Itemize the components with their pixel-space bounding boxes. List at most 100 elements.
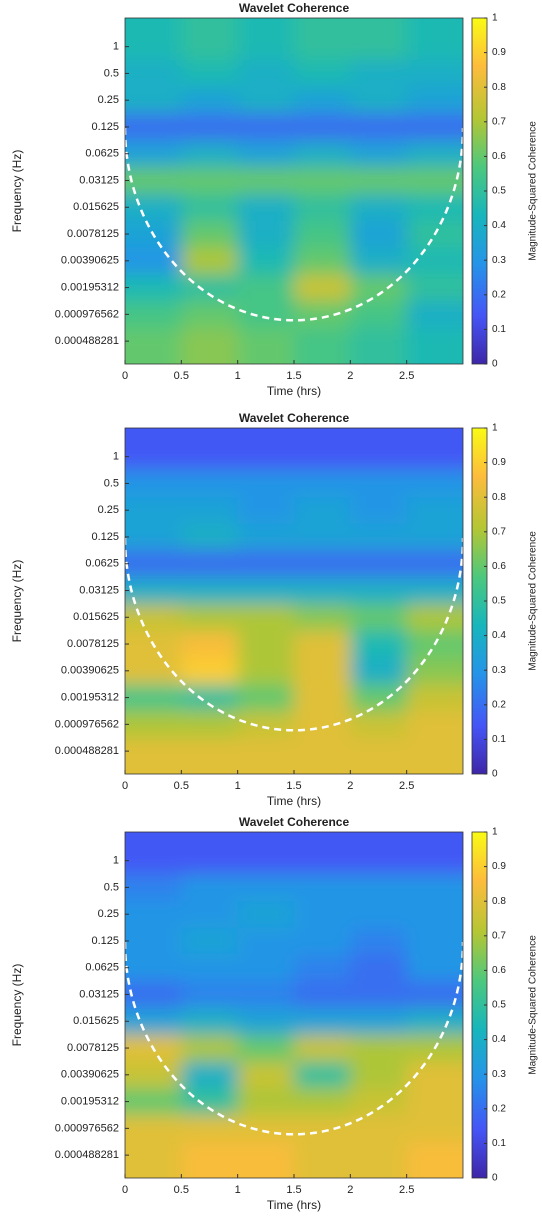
colorbar-tick-label: 0.6 [492,561,506,572]
heatmap-cell [125,603,183,632]
heatmap-cell [406,274,463,302]
y-tick-label: 0.00195312 [61,691,119,703]
x-tick-label: 1 [235,1184,241,1196]
heatmap-cell [237,140,295,169]
heatmap-cell [125,874,183,902]
heatmap-cell [125,900,183,929]
heatmap-cell [350,874,408,902]
heatmap-cell [237,737,295,774]
heatmap-cell [294,550,352,579]
heatmap-cell [294,874,352,902]
y-tick-label: 1 [113,41,119,53]
heatmap-cells [125,18,463,364]
heatmap-cell [237,428,295,472]
heatmap-cell [350,428,408,472]
heatmap-cell [125,428,183,472]
colorbar-tick-label: 0.2 [492,1103,506,1114]
y-tick-label: 0.25 [98,504,119,516]
heatmap-cell [294,1061,352,1090]
x-axis-label: Time (hrs) [267,384,321,398]
colorbar-tick-label: 0 [492,359,498,370]
heatmap-cell [237,1114,295,1143]
heatmap-cell [237,60,295,88]
heatmap-cell [237,657,295,686]
heatmap-cell [125,300,183,329]
heatmap-cell [237,832,295,876]
heatmap-cell [181,60,239,88]
heatmap-cell [181,737,239,774]
heatmap-cell [181,140,239,169]
heatmap-cell [237,710,295,739]
y-tick-label: 0.00390625 [61,255,119,267]
heatmap-cell [237,220,295,249]
heatmap-cell [237,900,295,929]
heatmap-cell [125,86,183,115]
heatmap-cell [125,710,183,739]
y-tick-label: 0.0078125 [67,228,119,240]
heatmap-cell [125,1088,183,1116]
heatmap-cell [406,193,463,222]
x-tick-label: 2.5 [399,1184,414,1196]
heatmap-cell [181,220,239,249]
heatmap-cell [350,577,408,605]
heatmap-cell [181,657,239,686]
heatmap [125,18,463,364]
y-tick-label: 0.000976562 [55,308,119,320]
heatmap-cell [125,737,183,774]
heatmap-cell [237,981,295,1009]
heatmap-cell [125,1141,183,1178]
y-tick-label: 0.5 [104,477,119,489]
colorbar-tick-label: 0 [492,769,498,780]
y-axis-label: Frequency (Hz) [10,560,24,643]
heatmap-cell [125,954,183,983]
heatmap-cell [294,167,352,195]
heatmap-cell [350,193,408,222]
heatmap-cell [181,327,239,364]
heatmap-cell [237,167,295,195]
heatmap-cell [237,523,295,552]
heatmap-cell [406,327,463,364]
heatmap-cell [181,577,239,605]
y-tick-label: 0.03125 [79,584,119,596]
heatmap-cell [125,496,183,525]
heatmap-cell [294,603,352,632]
heatmap-cell [406,140,463,169]
heatmap-cell [406,900,463,929]
heatmap-cells [125,428,463,774]
heatmap-cell [125,18,183,62]
chart-title: Wavelet Coherence [239,815,350,829]
colorbar-tick-label: 0.9 [492,457,506,468]
x-tick-label: 1 [235,780,241,792]
heatmap-cell [294,710,352,739]
y-axis-label: Frequency (Hz) [10,150,24,233]
heatmap-cell [237,496,295,525]
heatmap-cell [125,1114,183,1143]
heatmap-cell [181,1034,239,1063]
y-tick-label: 0.0625 [85,962,119,974]
colorbar-tick-label: 0.6 [492,965,506,976]
heatmap-cell [294,577,352,605]
x-tick-label: 2.5 [399,780,414,792]
heatmap-cell [294,1114,352,1143]
heatmap-cell [406,18,463,62]
heatmap-cell [350,657,408,686]
y-tick-label: 0.125 [91,935,119,947]
heatmap-cell [125,193,183,222]
heatmap-cell [237,603,295,632]
heatmap-cell [350,86,408,115]
heatmap-cell [294,470,352,498]
heatmap-cell [406,428,463,472]
colorbar-tick-label: 0.9 [492,47,506,58]
heatmap-cell [406,1088,463,1116]
heatmap-cell [350,327,408,364]
colorbar-tick-label: 0.4 [492,220,506,231]
heatmap-cell [350,954,408,983]
y-tick-label: 0.00390625 [61,665,119,677]
heatmap-cell [181,428,239,472]
heatmap-cell [181,603,239,632]
heatmap-cell [181,113,239,142]
heatmap-cell [406,737,463,774]
y-tick-label: 0.000976562 [55,1122,119,1134]
y-tick-label: 0.03125 [79,988,119,1000]
heatmap-cell [181,496,239,525]
